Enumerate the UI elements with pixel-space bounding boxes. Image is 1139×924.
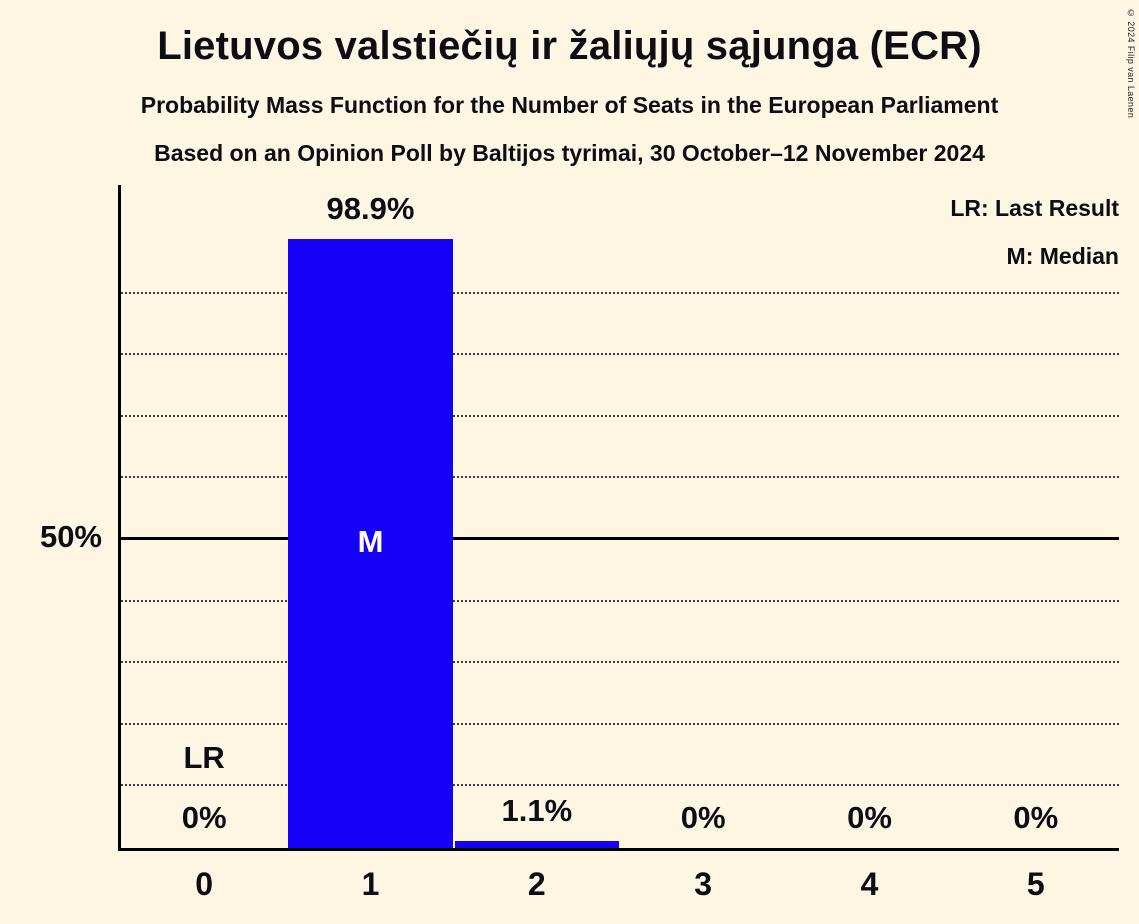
x-tick-1: 1 bbox=[361, 866, 380, 902]
bar-group-4: 0% 4 bbox=[786, 185, 952, 902]
gridline-30 bbox=[121, 661, 1119, 664]
legend-median: M: Median bbox=[1006, 243, 1119, 269]
bar-value-1: 98.9% bbox=[326, 190, 415, 226]
bar-group-1: M 98.9% 1 bbox=[287, 185, 453, 902]
bar-group-2: 1.1% 2 bbox=[454, 185, 620, 902]
chart-subtitle: Probability Mass Function for the Number… bbox=[140, 92, 999, 118]
x-tick-0: 0 bbox=[195, 866, 214, 902]
gridline-90 bbox=[121, 291, 1119, 294]
chart-legend: LR: Last Result M: Median bbox=[950, 184, 1119, 280]
gridline-10 bbox=[121, 784, 1119, 787]
x-tick-3: 3 bbox=[694, 866, 713, 902]
x-tick-4: 4 bbox=[860, 866, 879, 902]
bar-group-5: 0% 5 bbox=[953, 185, 1119, 902]
gridline-20 bbox=[121, 722, 1119, 725]
x-tick-2: 2 bbox=[527, 866, 546, 902]
bar-value-2: 1.1% bbox=[501, 793, 573, 829]
gridline-50 bbox=[121, 537, 1119, 540]
gridline-40 bbox=[121, 599, 1119, 602]
legend-last-result: LR: Last Result bbox=[950, 195, 1119, 221]
median-marker: M bbox=[357, 524, 384, 559]
gridline-80 bbox=[121, 353, 1119, 356]
copyright-notice: © 2024 Filip van Laenen bbox=[1126, 8, 1136, 119]
y-axis-tick-50: 50% bbox=[39, 519, 102, 554]
bar-value-3: 0% bbox=[680, 800, 726, 835]
x-tick-5: 5 bbox=[1026, 866, 1045, 902]
bar-value-4: 0% bbox=[847, 800, 892, 835]
bar-group-0: LR 0% 0 bbox=[121, 185, 287, 902]
gridline-60 bbox=[121, 476, 1119, 479]
bar-value-0: 0% bbox=[181, 800, 227, 835]
last-result-marker: LR bbox=[183, 740, 225, 775]
bar-value-5: 0% bbox=[1013, 800, 1059, 835]
bar-seats-1 bbox=[288, 238, 453, 848]
bar-seats-2 bbox=[454, 841, 619, 848]
chart-poll-source: Based on an Opinion Poll by Baltijos tyr… bbox=[154, 140, 985, 166]
bar-group-3: 0% 3 bbox=[620, 185, 786, 902]
chart-title: Lietuvos valstiečių ir žaliųjų sąjunga (… bbox=[157, 24, 982, 68]
gridline-70 bbox=[121, 414, 1119, 417]
plot-area: LR 0% 0 M 98.9% 1 1.1% 2 0% 3 0% 4 0% bbox=[118, 185, 1119, 902]
y-axis-line bbox=[118, 185, 121, 851]
x-axis-line bbox=[118, 848, 1119, 851]
